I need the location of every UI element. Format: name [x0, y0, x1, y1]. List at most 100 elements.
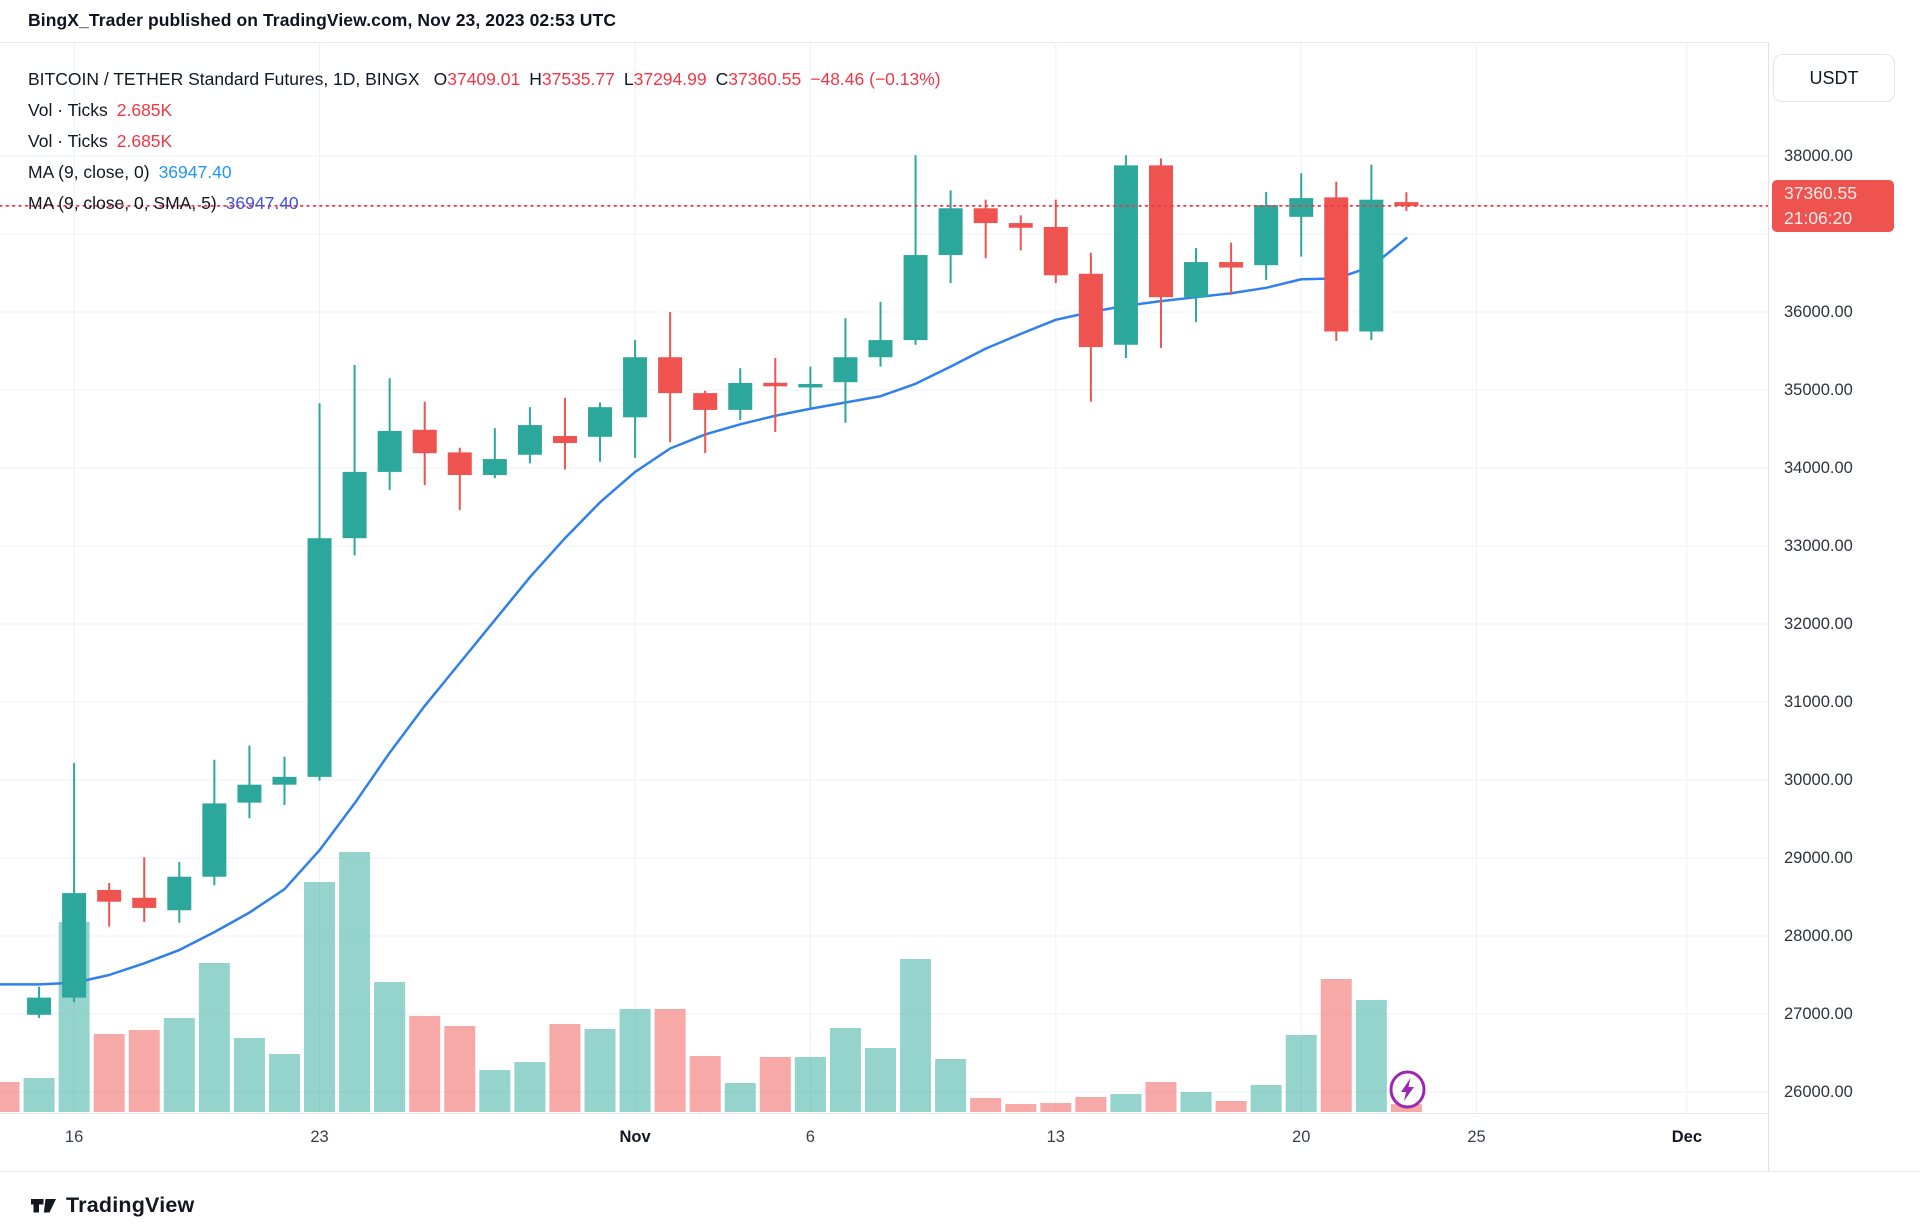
- volume-bar[interactable]: [1075, 1097, 1107, 1112]
- chart-canvas[interactable]: [0, 42, 1768, 1113]
- volume-bar[interactable]: [23, 1078, 55, 1112]
- candle-body[interactable]: [517, 425, 542, 455]
- volume-bar[interactable]: [619, 1009, 651, 1112]
- legend-ma-sma-row[interactable]: MA (9, close, 0, SMA, 5) 36947.40: [28, 188, 941, 219]
- candle-body[interactable]: [1148, 165, 1173, 298]
- volume-bar[interactable]: [0, 1082, 20, 1112]
- candle-body[interactable]: [728, 382, 753, 410]
- candle-body[interactable]: [588, 407, 613, 437]
- volume-bar[interactable]: [759, 1057, 791, 1112]
- volume-bar[interactable]: [549, 1024, 581, 1112]
- candle-body[interactable]: [202, 803, 227, 877]
- current-price-badge: 37360.55 21:06:20: [1772, 179, 1894, 232]
- time-axis-label: 25: [1467, 1128, 1486, 1146]
- price-axis-label: 28000.00: [1784, 927, 1853, 945]
- candle-body[interactable]: [833, 357, 858, 383]
- candle-body[interactable]: [1254, 205, 1279, 266]
- volume-bar[interactable]: [794, 1057, 826, 1112]
- volume-bar[interactable]: [339, 852, 371, 1112]
- volume-bar[interactable]: [409, 1016, 441, 1112]
- price-axis-label: 36000.00: [1784, 303, 1853, 321]
- time-axis-label: 13: [1046, 1128, 1065, 1146]
- volume-bar[interactable]: [584, 1029, 616, 1112]
- price-axis-label: 33000.00: [1784, 537, 1853, 555]
- volume-bar[interactable]: [374, 982, 406, 1112]
- volume-study-value: 2.685K: [116, 131, 173, 151]
- candle-body[interactable]: [482, 459, 507, 476]
- candle-body[interactable]: [1394, 202, 1419, 206]
- candle-body[interactable]: [307, 538, 332, 777]
- volume-bar[interactable]: [970, 1098, 1002, 1112]
- volume-bar[interactable]: [1215, 1101, 1247, 1112]
- volume-bar[interactable]: [163, 1018, 195, 1112]
- time-axis[interactable]: 16 23 Nov 6 13 20 25 Dec: [0, 1113, 1768, 1170]
- candle-body[interactable]: [623, 357, 648, 418]
- volume-bar[interactable]: [654, 1009, 686, 1112]
- volume-bar[interactable]: [1250, 1085, 1282, 1112]
- candle-body[interactable]: [62, 893, 87, 998]
- candle-body[interactable]: [903, 255, 928, 341]
- currency-toggle-button[interactable]: USDT: [1773, 54, 1895, 102]
- candle-body[interactable]: [447, 452, 472, 476]
- candle-body[interactable]: [132, 897, 157, 908]
- candle-body[interactable]: [868, 340, 893, 358]
- candle-body[interactable]: [798, 383, 823, 388]
- volume-bar[interactable]: [93, 1034, 125, 1112]
- lightning-icon[interactable]: [1388, 1070, 1427, 1109]
- volume-bar[interactable]: [1320, 979, 1352, 1112]
- candle-body[interactable]: [1359, 199, 1384, 332]
- candle-body[interactable]: [693, 393, 718, 410]
- candle-body[interactable]: [1008, 223, 1033, 228]
- candle-body[interactable]: [1113, 165, 1138, 345]
- candle-body[interactable]: [1184, 262, 1209, 298]
- volume-bar[interactable]: [444, 1026, 476, 1112]
- volume-bar[interactable]: [233, 1038, 265, 1112]
- volume-bar[interactable]: [1110, 1094, 1142, 1112]
- volume-bar[interactable]: [829, 1028, 861, 1112]
- candle-body[interactable]: [1078, 273, 1103, 348]
- tradingview-logo-icon: [31, 1199, 56, 1213]
- legend-volume-row[interactable]: Vol · Ticks 2.685K: [28, 95, 941, 126]
- volume-bar[interactable]: [1285, 1035, 1317, 1112]
- candle-body[interactable]: [973, 208, 998, 224]
- volume-bar[interactable]: [268, 1054, 300, 1112]
- volume-bar[interactable]: [1145, 1082, 1177, 1112]
- candle-body[interactable]: [658, 357, 683, 394]
- volume-bar[interactable]: [479, 1070, 511, 1112]
- time-axis-label: Nov: [619, 1128, 651, 1146]
- volume-bar[interactable]: [1355, 1000, 1387, 1112]
- candle-body[interactable]: [1043, 226, 1068, 276]
- volume-bar[interactable]: [304, 882, 336, 1112]
- close-value: 37360.55: [728, 69, 802, 89]
- candle-body[interactable]: [1289, 198, 1314, 217]
- candle-body[interactable]: [1324, 197, 1349, 332]
- candle-body[interactable]: [167, 876, 192, 911]
- volume-bar[interactable]: [514, 1062, 546, 1112]
- legend-symbol-row[interactable]: BITCOIN / TETHER Standard Futures, 1D, B…: [28, 64, 941, 95]
- volume-bar[interactable]: [724, 1083, 756, 1112]
- legend-ma-row[interactable]: MA (9, close, 0) 36947.40: [28, 157, 941, 188]
- candle-body[interactable]: [272, 776, 297, 785]
- candle-body[interactable]: [27, 997, 52, 1015]
- candle-body[interactable]: [377, 430, 402, 472]
- legend-volume-row[interactable]: Vol · Ticks 2.685K: [28, 126, 941, 157]
- volume-bar[interactable]: [1180, 1092, 1212, 1112]
- volume-bar[interactable]: [128, 1030, 160, 1112]
- candle-body[interactable]: [552, 436, 577, 444]
- candle-body[interactable]: [97, 889, 122, 902]
- volume-bar[interactable]: [935, 1059, 967, 1112]
- candle-body[interactable]: [938, 208, 963, 256]
- volume-bar[interactable]: [689, 1056, 721, 1112]
- price-axis[interactable]: USDT 38000.00 36000.00 35000.00 34000.00 330…: [1768, 42, 1920, 1171]
- volume-bar[interactable]: [198, 963, 230, 1112]
- candle-body[interactable]: [412, 429, 437, 454]
- candle-body[interactable]: [342, 471, 367, 539]
- candle-body[interactable]: [763, 382, 788, 387]
- volume-bar[interactable]: [1040, 1103, 1072, 1112]
- volume-bar[interactable]: [900, 959, 932, 1112]
- tradingview-footer-link[interactable]: TradingView: [30, 1192, 194, 1219]
- volume-bar[interactable]: [865, 1048, 896, 1112]
- candle-body[interactable]: [1219, 262, 1244, 268]
- candle-body[interactable]: [237, 784, 262, 803]
- volume-bar[interactable]: [1005, 1104, 1037, 1112]
